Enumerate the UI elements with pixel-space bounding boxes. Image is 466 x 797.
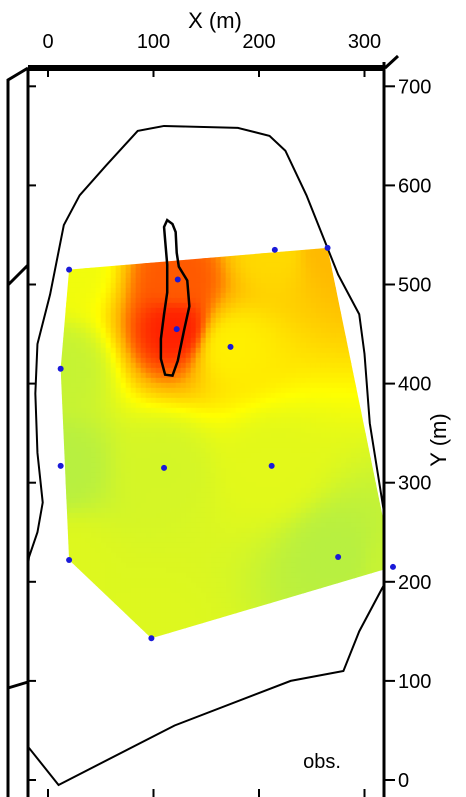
x-tick-label: 100 — [137, 31, 170, 53]
obs-annotation: obs. — [303, 751, 341, 773]
interpolated-field — [60, 247, 384, 639]
observation-point — [389, 563, 396, 570]
y-tick-label: 500 — [398, 275, 431, 297]
observation-point — [66, 266, 73, 273]
inner-body-outline — [159, 218, 191, 378]
y-tick-label: 600 — [398, 175, 431, 197]
x-tick-label: 200 — [242, 31, 275, 53]
observation-point — [324, 244, 331, 251]
y-tick-label: 200 — [398, 572, 431, 594]
observation-point — [335, 554, 342, 561]
observation-point — [66, 556, 73, 563]
y-tick-label: 300 — [398, 473, 431, 495]
x-axis-label: X (m) — [188, 8, 242, 33]
box-edge-left — [6, 66, 29, 797]
y-tick-label: 700 — [398, 76, 431, 98]
observation-point — [57, 365, 64, 372]
y-tick-label: 400 — [398, 374, 431, 396]
observation-points — [57, 244, 396, 642]
observation-point — [268, 462, 275, 469]
box-edge-low — [7, 680, 29, 690]
observation-point — [173, 326, 180, 333]
boundary-layer — [28, 124, 384, 787]
observation-point — [57, 462, 64, 469]
y-tick-label: 100 — [398, 671, 431, 693]
observation-point — [148, 635, 155, 642]
y-tick-label: 0 — [398, 770, 409, 792]
observation-point — [174, 276, 181, 283]
observation-point — [227, 343, 234, 350]
x-tick-label: 300 — [348, 31, 381, 53]
y-axis-label: Y (m) — [426, 413, 451, 466]
x-tick-label: 0 — [42, 31, 53, 53]
observation-point — [161, 464, 168, 471]
axes: 0 100 200 300 0 100 200 300 400 500 600 700 — [6, 31, 431, 797]
observation-point — [271, 246, 278, 253]
box-edge-right — [383, 54, 400, 70]
box-edge-mid — [6, 263, 30, 287]
outer-boundary — [28, 124, 384, 787]
